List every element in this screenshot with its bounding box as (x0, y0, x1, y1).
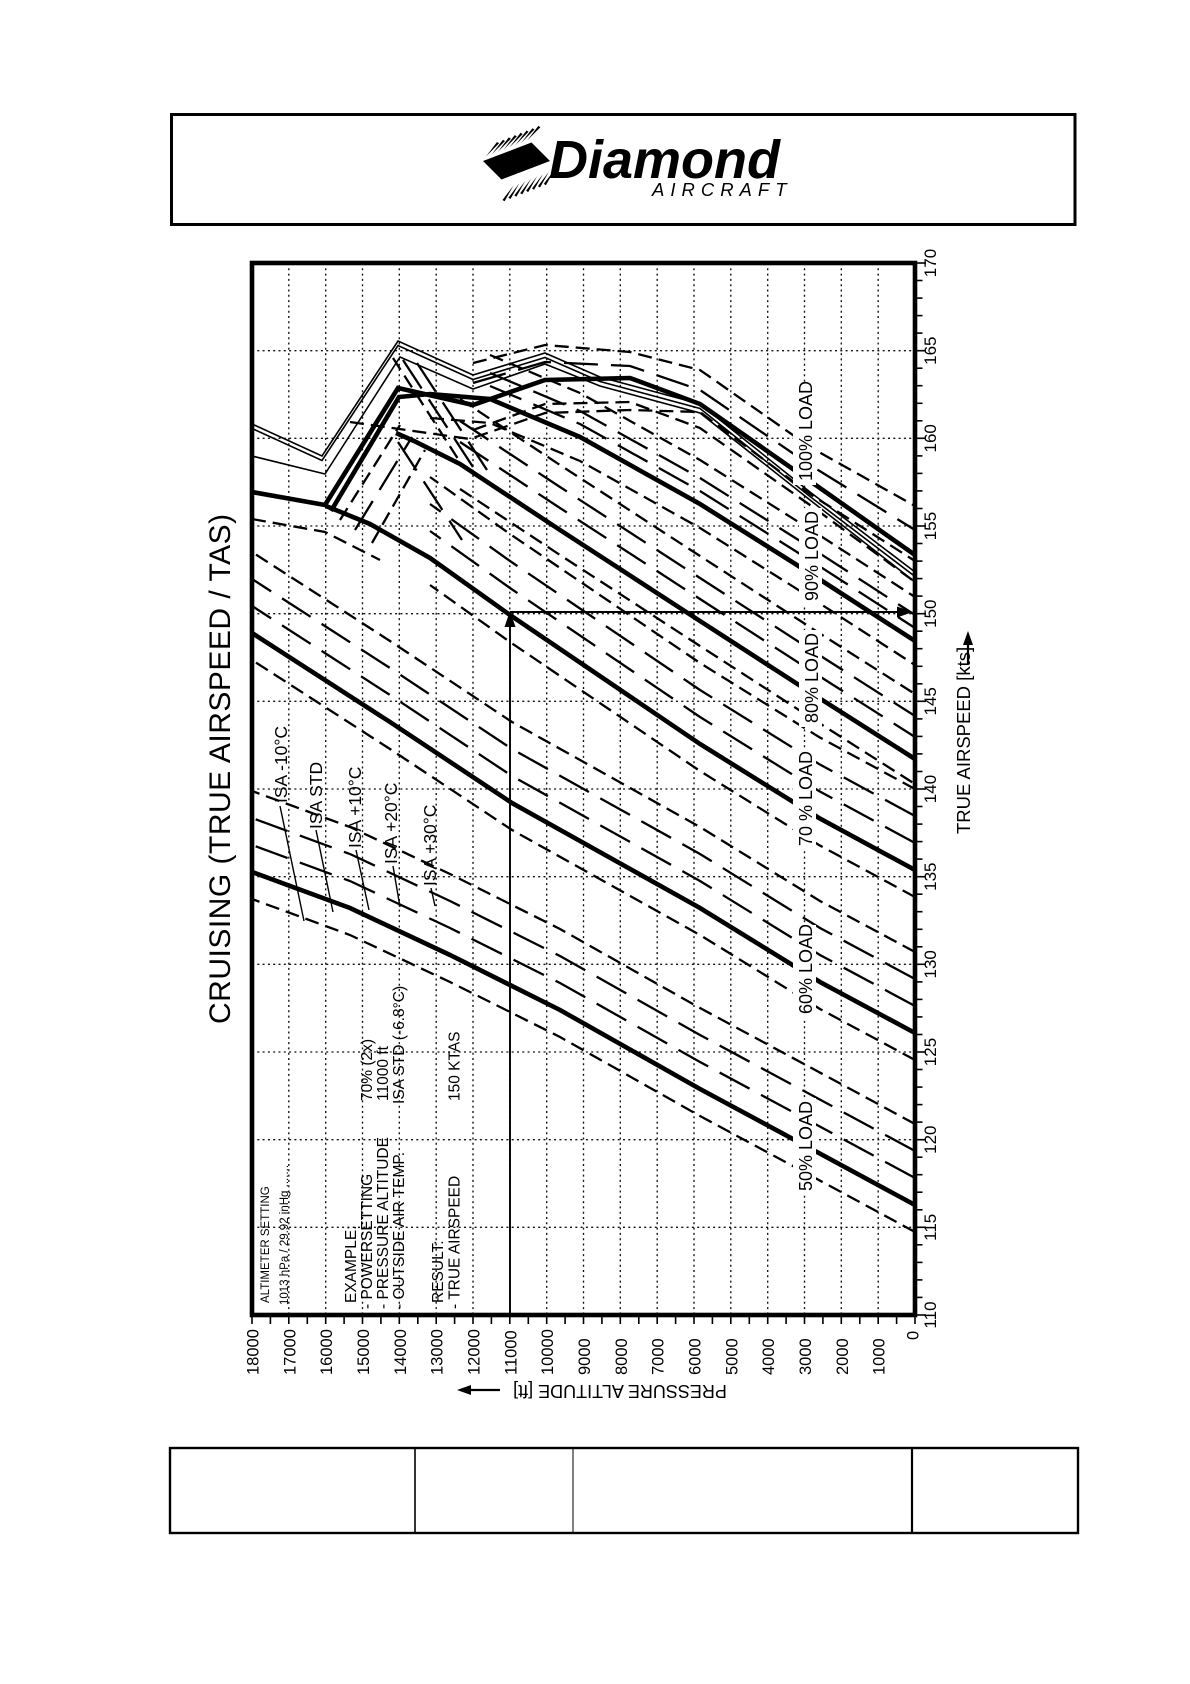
svg-text:1000: 1000 (871, 1338, 889, 1375)
svg-text:ISA -10°C: ISA -10°C (271, 726, 291, 803)
svg-text:1013 hPa / 29.92 inHg .......: 1013 hPa / 29.92 inHg ....... (279, 1165, 291, 1305)
svg-text:0: 0 (905, 1331, 923, 1340)
svg-text:EXAMPLE:: EXAMPLE: (343, 1225, 360, 1303)
svg-text:100% LOAD: 100% LOAD (796, 381, 816, 481)
svg-text:50% LOAD: 50% LOAD (796, 1101, 816, 1191)
svg-text:2000: 2000 (834, 1338, 852, 1375)
svg-text:12000: 12000 (466, 1329, 484, 1375)
svg-text:Diamond: Diamond (549, 130, 781, 190)
svg-text:RESULT:: RESULT: (430, 1240, 447, 1303)
svg-text:11000: 11000 (502, 1330, 520, 1375)
svg-text:155: 155 (921, 512, 940, 540)
svg-text:70 % LOAD: 70 % LOAD (796, 751, 816, 846)
svg-text:70% (2x): 70% (2x) (359, 1039, 376, 1101)
svg-text:CRUISING (TRUE AIRSPEED / TAS): CRUISING (TRUE AIRSPEED / TAS) (204, 513, 237, 1024)
svg-text:14000: 14000 (392, 1329, 410, 1375)
svg-text:11000 ft: 11000 ft (375, 1045, 392, 1101)
svg-text:8000: 8000 (613, 1338, 631, 1375)
svg-text:15000: 15000 (355, 1329, 373, 1375)
svg-text:145: 145 (921, 687, 940, 715)
svg-text:150 KTAS: 150 KTAS (447, 1031, 464, 1101)
svg-text:125: 125 (921, 1038, 940, 1066)
svg-text:AIRCRAFT: AIRCRAFT (651, 179, 793, 200)
svg-text:TRUE AIRSPEED [kts]: TRUE AIRSPEED [kts] (953, 647, 974, 834)
svg-text:ISA +30°C: ISA +30°C (420, 805, 440, 886)
svg-text:- OUTSIDE AIR TEMP.: - OUTSIDE AIR TEMP. (391, 1152, 408, 1309)
svg-text:- PRESSURE ALTITUDE: - PRESSURE ALTITUDE (375, 1137, 392, 1309)
svg-text:5000: 5000 (723, 1338, 741, 1375)
svg-text:110: 110 (921, 1301, 940, 1328)
svg-text:80% LOAD: 80% LOAD (802, 633, 822, 723)
svg-text:10000: 10000 (539, 1329, 557, 1375)
svg-text:160: 160 (921, 424, 940, 452)
svg-text:- TRUE AIRSPEED: - TRUE AIRSPEED (447, 1176, 464, 1309)
svg-text:150: 150 (921, 600, 940, 628)
svg-text:- POWERSETTING: - POWERSETTING (359, 1174, 376, 1309)
svg-text:ISA STD: ISA STD (306, 762, 326, 829)
svg-text:6000: 6000 (687, 1338, 705, 1375)
svg-text:4000: 4000 (760, 1338, 778, 1375)
svg-text:90% LOAD: 90% LOAD (802, 511, 822, 601)
svg-text:3000: 3000 (797, 1338, 815, 1375)
svg-text:135: 135 (921, 863, 940, 891)
svg-text:PRESSURE ALTITUDE [ft]: PRESSURE ALTITUDE [ft] (513, 1381, 727, 1401)
svg-text:7000: 7000 (650, 1338, 668, 1375)
svg-text:165: 165 (921, 337, 940, 365)
svg-text:170: 170 (921, 249, 940, 277)
svg-text:140: 140 (921, 775, 940, 803)
svg-text:9000: 9000 (576, 1338, 594, 1375)
svg-text:ISA +20°C: ISA +20°C (381, 783, 401, 864)
svg-text:115: 115 (921, 1214, 940, 1241)
svg-text:ALTIMETER SETTING: ALTIMETER SETTING (260, 1186, 272, 1303)
svg-text:16000: 16000 (318, 1329, 336, 1375)
svg-text:17000: 17000 (281, 1329, 299, 1375)
svg-text:130: 130 (921, 950, 940, 978)
svg-text:120: 120 (921, 1126, 940, 1154)
svg-text:18000: 18000 (245, 1329, 263, 1375)
svg-text:ISA +10°C: ISA +10°C (345, 767, 365, 848)
svg-text:13000: 13000 (429, 1329, 447, 1375)
svg-text:60% LOAD: 60% LOAD (796, 924, 816, 1014)
svg-text:ISA STD (-6.8°C): ISA STD (-6.8°C) (391, 986, 408, 1104)
